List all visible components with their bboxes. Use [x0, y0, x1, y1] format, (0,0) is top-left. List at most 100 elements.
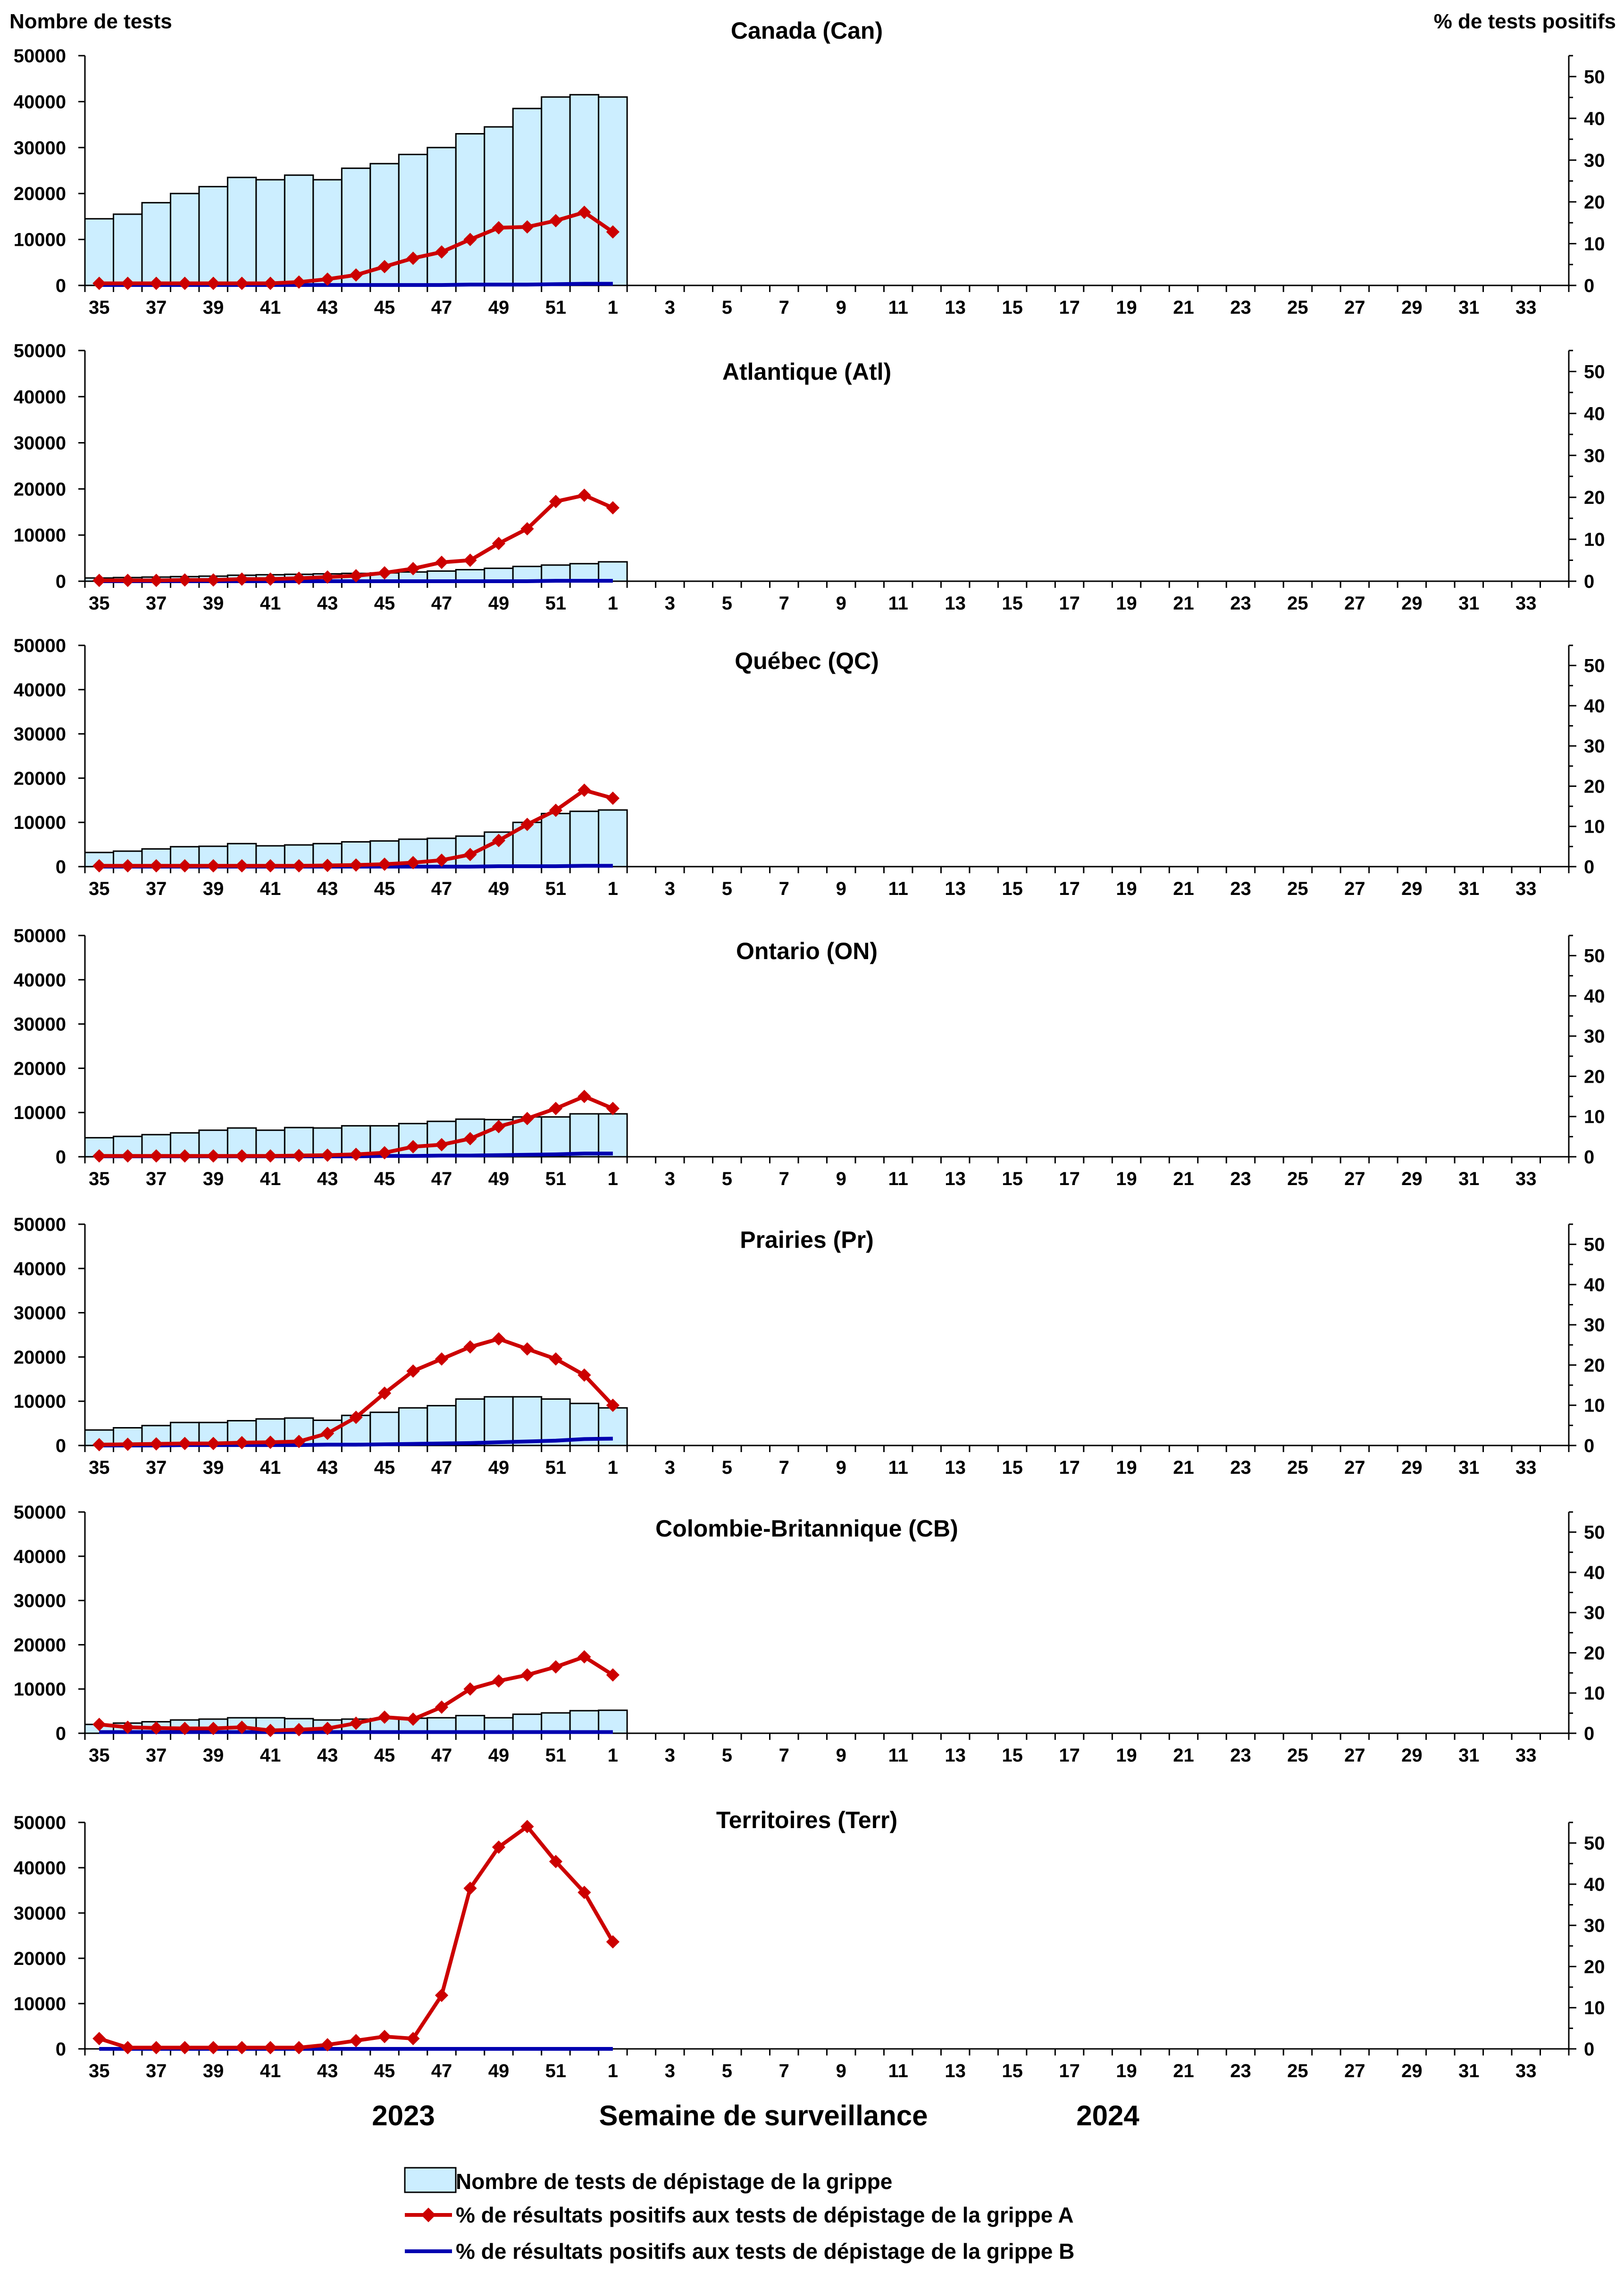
marker-flu-a	[606, 1668, 620, 1682]
marker-flu-a	[435, 1700, 449, 1714]
marker-flu-a	[406, 562, 420, 576]
panel-title: Ontario (ON)	[736, 938, 878, 964]
right-tick-label: 0	[1584, 276, 1594, 296]
marker-flu-a	[406, 251, 420, 265]
x-tick-label: 7	[779, 1457, 789, 1478]
x-tick-label: 21	[1173, 297, 1194, 318]
right-tick-label: 10	[1584, 529, 1605, 550]
x-tick-label: 9	[836, 593, 846, 614]
x-tick-label: 19	[1116, 297, 1137, 318]
left-tick-label: 30000	[14, 138, 66, 159]
x-axis-title: Semaine de surveillance	[599, 2100, 928, 2131]
x-tick-label: 47	[431, 593, 452, 614]
left-tick-label: 50000	[14, 635, 66, 656]
x-tick-label: 39	[203, 878, 224, 899]
x-tick-label: 17	[1059, 878, 1080, 899]
bar-tests	[512, 1396, 543, 1446]
x-tick-label: 13	[945, 2061, 966, 2081]
marker-flu-a	[263, 572, 277, 586]
x-tick-label: 47	[431, 878, 452, 899]
bar-tests	[455, 1398, 486, 1446]
x-tick-label: 37	[146, 297, 167, 318]
marker-flu-a	[207, 1149, 220, 1163]
left-tick-label: 50000	[14, 1502, 66, 1523]
bar-tests	[398, 1407, 428, 1446]
x-tick-label: 21	[1173, 1457, 1194, 1478]
marker-flu-a	[121, 2041, 134, 2055]
marker-flu-a	[292, 1149, 306, 1162]
marker-flu-a	[492, 1332, 506, 1346]
right-axis-title: % de tests positifs	[1434, 10, 1616, 33]
bar-tests	[169, 192, 200, 286]
x-tick-label: 15	[1002, 2061, 1023, 2081]
marker-flu-a	[235, 2041, 249, 2055]
x-tick-label: 45	[374, 2061, 395, 2081]
x-tick-label: 35	[89, 878, 110, 899]
x-tick-label: 51	[545, 1169, 567, 1189]
x-tick-label: 3	[665, 2061, 675, 2081]
marker-flu-a	[178, 2041, 192, 2055]
marker-flu-a	[263, 2041, 277, 2055]
x-tick-label: 49	[488, 2061, 510, 2081]
right-tick-label: 0	[1584, 2039, 1594, 2060]
panel-5: Colombie-Britannique (CB) 0 10000 20000 3000…	[14, 1502, 1605, 1766]
marker-flu-a	[578, 1650, 591, 1664]
marker-flu-a	[578, 1368, 591, 1382]
left-tick-label: 20000	[14, 1347, 66, 1368]
x-tick-label: 1	[608, 593, 618, 614]
marker-flu-a	[349, 858, 363, 872]
x-tick-label: 41	[260, 1745, 281, 1766]
x-tick-label: 31	[1458, 1169, 1480, 1189]
x-tick-label: 15	[1002, 1169, 1023, 1189]
marker-flu-a	[435, 245, 449, 259]
marker-flu-a	[121, 276, 134, 290]
x-tick-label: 41	[260, 878, 281, 899]
bar-tests	[598, 809, 628, 868]
left-tick-label: 0	[56, 1147, 66, 1168]
right-tick-label: 10	[1584, 817, 1605, 837]
x-tick-label: 33	[1515, 1745, 1537, 1766]
x-tick-label: 37	[146, 1457, 167, 1478]
marker-flu-a	[492, 1119, 506, 1134]
legend-flu-a-marker	[421, 2207, 436, 2222]
x-tick-label: 25	[1287, 1457, 1308, 1478]
panel-title: Territoires (Terr)	[716, 1807, 897, 1833]
right-tick-label: 20	[1584, 1643, 1605, 1663]
x-tick-label: 23	[1230, 297, 1251, 318]
panel-3: Ontario (ON) 0 10000 20000 30000 40000 50000 0 1…	[14, 926, 1605, 1189]
x-tick-label: 19	[1116, 1169, 1137, 1189]
x-tick-label: 7	[779, 593, 789, 614]
marker-flu-a	[606, 1102, 620, 1115]
x-tick-label: 21	[1173, 2061, 1194, 2081]
x-tick-label: 45	[374, 878, 395, 899]
marker-flu-a	[578, 1089, 591, 1103]
bar-tests	[341, 167, 371, 286]
x-tick-label: 33	[1515, 1457, 1537, 1478]
marker-flu-a	[492, 221, 506, 234]
left-tick-label: 10000	[14, 812, 66, 833]
x-tick-label: 35	[89, 1457, 110, 1478]
left-tick-label: 50000	[14, 1214, 66, 1235]
marker-flu-a	[150, 859, 163, 873]
bar-tests	[598, 561, 628, 582]
panel-title: Atlantique (Atl)	[722, 359, 891, 385]
x-tick-label: 29	[1401, 2061, 1423, 2081]
left-tick-label: 50000	[14, 1813, 66, 1833]
bar-tests	[569, 1113, 600, 1158]
right-tick-label: 40	[1584, 1874, 1605, 1895]
marker-flu-a	[406, 856, 420, 869]
x-tick-label: 51	[545, 1745, 567, 1766]
marker-flu-a	[520, 1820, 534, 1833]
marker-flu-a	[178, 276, 192, 290]
x-tick-label: 29	[1401, 297, 1423, 318]
x-tick-label: 27	[1344, 1745, 1365, 1766]
marker-flu-a	[178, 1149, 192, 1163]
marker-flu-a	[150, 1437, 163, 1451]
x-tick-label: 33	[1515, 2061, 1537, 2081]
x-tick-label: 5	[722, 878, 732, 899]
bar-tests	[512, 566, 543, 582]
marker-flu-a	[92, 574, 106, 587]
left-tick-label: 0	[56, 1436, 66, 1456]
x-tick-label: 43	[317, 878, 338, 899]
bar-tests	[84, 218, 114, 286]
